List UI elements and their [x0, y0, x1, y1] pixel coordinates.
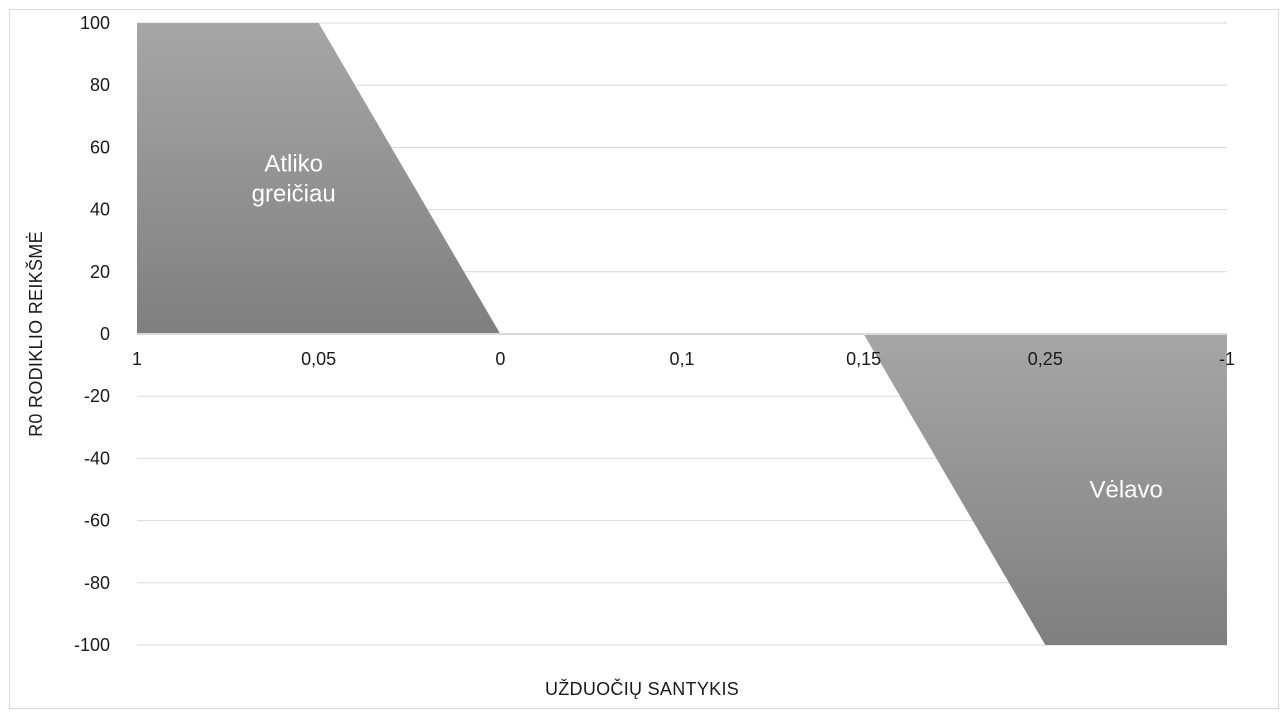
- region-label: Vėlavo: [1089, 477, 1162, 504]
- x-tick-label: 0,15: [846, 349, 881, 369]
- y-tick-label: -100: [74, 635, 110, 655]
- y-tick-label: 40: [90, 200, 110, 220]
- region-velavo: [863, 334, 1227, 645]
- y-tick-label: 0: [100, 324, 110, 344]
- x-axis-title: UŽDUOČIŲ SANTYKIS: [545, 678, 739, 699]
- region-atliko-greiciau: [137, 23, 501, 334]
- regions: [137, 23, 1227, 645]
- region-labels: Atliko greičiau Vėlavo: [252, 151, 1163, 504]
- x-tick-label: -1: [1219, 349, 1235, 369]
- y-tick-label: 100: [80, 13, 110, 33]
- x-tick-label: 0,1: [669, 349, 694, 369]
- region-label: greičiau: [252, 181, 336, 208]
- y-tick-label: 60: [90, 137, 110, 157]
- x-tick-label: 0,25: [1028, 349, 1063, 369]
- region-label: Atliko: [264, 151, 323, 178]
- y-tick-labels: 100 80 60 40 20 0 -20 -40 -60 -80 -100: [74, 13, 110, 655]
- y-tick-label: -60: [84, 511, 110, 531]
- y-tick-label: 80: [90, 75, 110, 95]
- x-tick-label: 0: [495, 349, 505, 369]
- y-tick-label: -40: [84, 448, 110, 468]
- y-tick-label: 20: [90, 262, 110, 282]
- y-tick-label: -20: [84, 386, 110, 406]
- x-tick-labels: 1 0,05 0 0,1 0,15 0,25 -1: [132, 349, 1235, 369]
- y-axis-title: R0 RODIKLIO REIKŠMĖ: [25, 231, 46, 437]
- x-tick-label: 0,05: [301, 349, 336, 369]
- y-tick-label: -80: [84, 573, 110, 593]
- x-tick-label: 1: [132, 349, 142, 369]
